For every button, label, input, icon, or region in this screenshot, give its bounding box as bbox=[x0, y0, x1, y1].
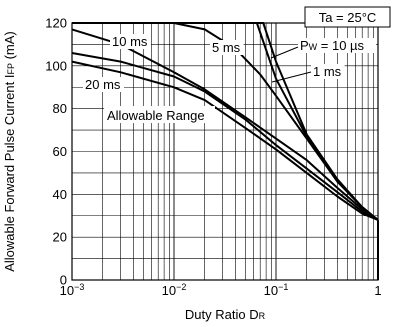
series-label-text: 20 ms bbox=[85, 77, 121, 92]
series-line-5 bbox=[71, 60, 379, 221]
series-label-2: 5 ms bbox=[210, 40, 244, 55]
x-tick-exponent: −2 bbox=[176, 282, 186, 292]
y-tick-label: 60 bbox=[53, 144, 67, 159]
series-line-3 bbox=[71, 28, 379, 221]
x-tick-label: 10−1 bbox=[264, 282, 289, 298]
series-label-bg bbox=[298, 38, 376, 53]
x-axis-label-main: Duty Ratio D bbox=[185, 307, 259, 322]
series-label-sub: W bbox=[309, 42, 318, 52]
series-label-main: 10 ms bbox=[112, 34, 148, 49]
y-tick-label: 0 bbox=[60, 273, 67, 288]
series-label-text: 10 ms bbox=[112, 34, 148, 49]
y-tick-label: 40 bbox=[53, 187, 67, 202]
condition-label: Ta = 25°C bbox=[319, 10, 377, 25]
series-line-2 bbox=[72, 22, 379, 221]
series-label-bg bbox=[83, 77, 124, 92]
x-tick-base: 10 bbox=[60, 283, 74, 298]
plot-frame bbox=[71, 22, 379, 281]
x-axis-label: Duty Ratio DR bbox=[185, 307, 266, 322]
series-label-text: PW = 10 µs bbox=[300, 38, 365, 53]
series-leader-line bbox=[271, 71, 312, 83]
series-label-main: 1 ms bbox=[313, 64, 342, 79]
series-label-text: 5 ms bbox=[212, 40, 241, 55]
y-tick-label: 80 bbox=[53, 101, 67, 116]
x-tick-labels: 10−3 10−2 10−1 1 bbox=[60, 282, 382, 298]
series-labels: PW = 10 µs 1 ms 5 ms 10 ms 20 ms bbox=[83, 34, 376, 92]
y-tick-label: 100 bbox=[45, 58, 67, 73]
x-tick-exponent: −3 bbox=[74, 282, 84, 292]
series-label-bg bbox=[210, 40, 244, 55]
series-leader-line bbox=[270, 46, 299, 59]
y-tick-label: 20 bbox=[53, 230, 67, 245]
region-label: Allowable Range bbox=[107, 108, 205, 123]
y-axis-label-unit: (mA) bbox=[2, 31, 17, 63]
region-label-bg bbox=[104, 106, 215, 123]
series-label-main: 5 ms bbox=[212, 40, 241, 55]
series-label-bg bbox=[311, 64, 345, 79]
series-label-rest: = 10 µs bbox=[317, 38, 364, 53]
x-tick-label: 1 bbox=[374, 283, 381, 298]
x-tick-base: 1 bbox=[374, 283, 381, 298]
y-axis-label-main: Allowable Forward Pulse Current I bbox=[2, 75, 17, 272]
x-tick-label: 10−2 bbox=[162, 282, 187, 298]
condition-box bbox=[304, 6, 391, 28]
y-axis-label: Allowable Forward Pulse Current IFP (mA) bbox=[2, 31, 17, 272]
y-tick-labels: 0 20 40 60 80 100 120 bbox=[45, 16, 67, 288]
series-label-main: 20 ms bbox=[85, 77, 121, 92]
series-label-3: 10 ms bbox=[110, 34, 151, 49]
grid bbox=[72, 23, 378, 280]
series-line-4 bbox=[71, 52, 379, 221]
series-label-main: P bbox=[300, 38, 309, 53]
series-label-bg bbox=[110, 34, 151, 49]
series-label-4: 20 ms bbox=[83, 77, 124, 92]
x-tick-label: 10−3 bbox=[60, 282, 85, 298]
y-tick-label: 120 bbox=[45, 16, 67, 31]
x-tick-exponent: −1 bbox=[278, 282, 288, 292]
series-label-0: PW = 10 µs bbox=[270, 38, 376, 59]
y-axis-label-sub: FP bbox=[6, 63, 16, 75]
x-tick-base: 10 bbox=[162, 283, 176, 298]
series-label-1: 1 ms bbox=[271, 64, 345, 83]
series-label-text: 1 ms bbox=[313, 64, 342, 79]
x-axis-label-sub: R bbox=[259, 311, 266, 321]
x-tick-base: 10 bbox=[264, 283, 278, 298]
